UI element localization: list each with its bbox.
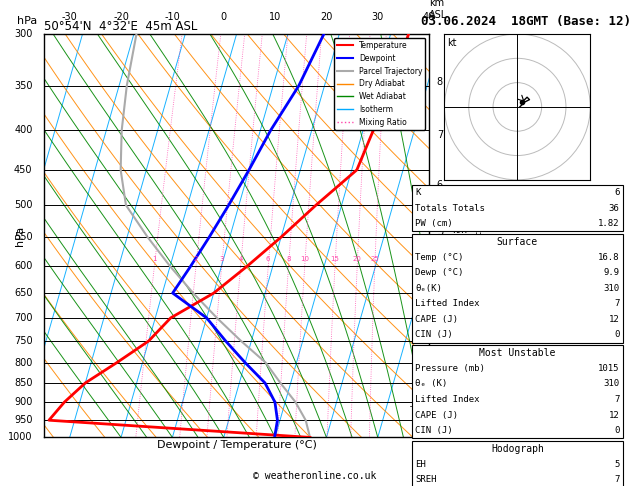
Text: 5: 5 bbox=[437, 226, 443, 237]
Text: 600: 600 bbox=[14, 261, 33, 271]
Text: 6: 6 bbox=[437, 180, 443, 190]
Text: 1: 1 bbox=[152, 256, 157, 262]
Text: 2: 2 bbox=[437, 356, 443, 365]
Text: 6: 6 bbox=[614, 188, 620, 197]
Text: 50°54'N  4°32'E  45m ASL: 50°54'N 4°32'E 45m ASL bbox=[44, 20, 198, 33]
Text: 450: 450 bbox=[14, 165, 33, 175]
Text: 310: 310 bbox=[603, 284, 620, 293]
Text: 800: 800 bbox=[14, 358, 33, 367]
Text: 0: 0 bbox=[614, 330, 620, 339]
Text: 2: 2 bbox=[194, 256, 198, 262]
Text: 750: 750 bbox=[14, 336, 33, 346]
X-axis label: Dewpoint / Temperature (°C): Dewpoint / Temperature (°C) bbox=[157, 440, 316, 450]
Text: Pressure (mb): Pressure (mb) bbox=[415, 364, 485, 373]
Text: 03.06.2024  18GMT (Base: 12): 03.06.2024 18GMT (Base: 12) bbox=[421, 16, 629, 28]
Text: Mixing Ratio (g/kg): Mixing Ratio (g/kg) bbox=[476, 193, 484, 278]
Text: 36: 36 bbox=[609, 204, 620, 212]
Text: CAPE (J): CAPE (J) bbox=[415, 315, 458, 324]
Text: 500: 500 bbox=[14, 200, 33, 210]
Legend: Temperature, Dewpoint, Parcel Trajectory, Dry Adiabat, Wet Adiabat, Isotherm, Mi: Temperature, Dewpoint, Parcel Trajectory… bbox=[334, 38, 425, 130]
Text: -30: -30 bbox=[62, 12, 77, 22]
Text: 25: 25 bbox=[370, 256, 379, 262]
Text: θₑ(K): θₑ(K) bbox=[415, 284, 442, 293]
Text: 6: 6 bbox=[266, 256, 270, 262]
Text: CIN (J): CIN (J) bbox=[415, 330, 453, 339]
Text: km
ASL: km ASL bbox=[452, 225, 470, 246]
Text: 3: 3 bbox=[437, 313, 443, 323]
Text: Lifted Index: Lifted Index bbox=[415, 299, 480, 308]
Text: © weatheronline.co.uk: © weatheronline.co.uk bbox=[253, 471, 376, 481]
Text: 10: 10 bbox=[269, 12, 281, 22]
Text: 4: 4 bbox=[238, 256, 243, 262]
Text: Dewp (°C): Dewp (°C) bbox=[415, 268, 464, 277]
Text: 16.8: 16.8 bbox=[598, 253, 620, 261]
Text: θₑ (K): θₑ (K) bbox=[415, 380, 447, 388]
Text: 550: 550 bbox=[14, 232, 33, 242]
Text: 8: 8 bbox=[437, 77, 443, 87]
Text: 20: 20 bbox=[320, 12, 333, 22]
Text: 1: 1 bbox=[437, 398, 443, 408]
Text: 850: 850 bbox=[14, 378, 33, 388]
Text: 7: 7 bbox=[614, 475, 620, 484]
Text: -10: -10 bbox=[165, 12, 181, 22]
Text: K: K bbox=[415, 188, 421, 197]
Text: 4: 4 bbox=[437, 271, 443, 281]
Text: 8: 8 bbox=[286, 256, 291, 262]
Text: CIN (J): CIN (J) bbox=[415, 426, 453, 435]
Text: 650: 650 bbox=[14, 288, 33, 298]
Text: SREH: SREH bbox=[415, 475, 437, 484]
Text: 350: 350 bbox=[14, 81, 33, 91]
Text: 900: 900 bbox=[14, 397, 33, 407]
Text: 400: 400 bbox=[14, 125, 33, 136]
Text: Temp (°C): Temp (°C) bbox=[415, 253, 464, 261]
Text: Hodograph: Hodograph bbox=[491, 444, 544, 453]
Text: -20: -20 bbox=[113, 12, 129, 22]
Text: Totals Totals: Totals Totals bbox=[415, 204, 485, 212]
Text: 700: 700 bbox=[14, 313, 33, 323]
Text: 12: 12 bbox=[609, 411, 620, 419]
Text: 5: 5 bbox=[614, 460, 620, 469]
Text: 40: 40 bbox=[423, 12, 435, 22]
Text: 0: 0 bbox=[614, 426, 620, 435]
Text: Most Unstable: Most Unstable bbox=[479, 348, 555, 358]
Text: hPa: hPa bbox=[14, 226, 25, 246]
Text: LCL: LCL bbox=[433, 401, 448, 410]
Text: 20: 20 bbox=[353, 256, 362, 262]
Text: Surface: Surface bbox=[497, 237, 538, 246]
Text: 12: 12 bbox=[609, 315, 620, 324]
Text: 7: 7 bbox=[437, 130, 443, 140]
Text: 0: 0 bbox=[221, 12, 227, 22]
Text: CAPE (J): CAPE (J) bbox=[415, 411, 458, 419]
Text: 1.82: 1.82 bbox=[598, 219, 620, 228]
Text: 9.9: 9.9 bbox=[603, 268, 620, 277]
Text: 7: 7 bbox=[614, 395, 620, 404]
Text: hPa: hPa bbox=[17, 16, 37, 26]
Text: 1000: 1000 bbox=[8, 433, 33, 442]
Text: 310: 310 bbox=[603, 380, 620, 388]
Text: 10: 10 bbox=[300, 256, 309, 262]
Text: 300: 300 bbox=[14, 29, 33, 39]
Text: 30: 30 bbox=[372, 12, 384, 22]
Text: 15: 15 bbox=[331, 256, 340, 262]
Text: PW (cm): PW (cm) bbox=[415, 219, 453, 228]
Text: 7: 7 bbox=[614, 299, 620, 308]
Text: 1015: 1015 bbox=[598, 364, 620, 373]
Text: kt: kt bbox=[447, 38, 457, 49]
Text: 3: 3 bbox=[220, 256, 224, 262]
Text: km
ASL: km ASL bbox=[429, 0, 447, 20]
Text: 950: 950 bbox=[14, 415, 33, 425]
Text: Lifted Index: Lifted Index bbox=[415, 395, 480, 404]
Text: EH: EH bbox=[415, 460, 426, 469]
